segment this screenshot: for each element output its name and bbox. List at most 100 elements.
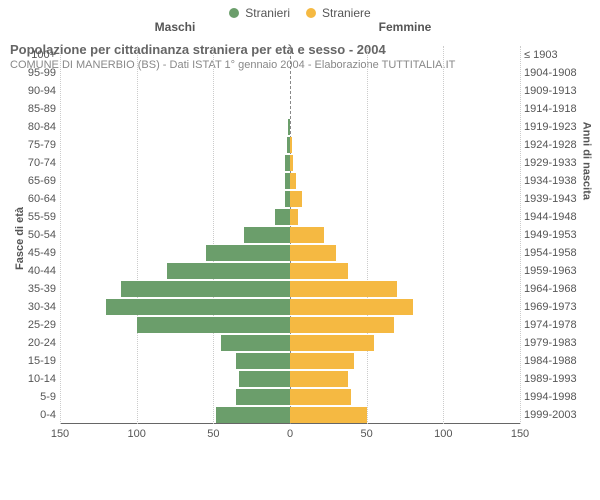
y-label-birth: 1929-1933 (524, 158, 577, 169)
bar-female (290, 335, 374, 351)
pyramid-row (60, 298, 520, 316)
x-tick: 50 (361, 428, 373, 440)
y-label-birth: 1904-1908 (524, 68, 577, 79)
bar-female (290, 245, 336, 261)
x-ticks: 05050100100150150 (0, 428, 600, 444)
y-label-age: 15-19 (28, 356, 56, 367)
bar-female (290, 209, 298, 225)
y-label-birth: 1984-1988 (524, 356, 577, 367)
y-label-birth: 1954-1958 (524, 248, 577, 259)
y-label-birth: 1989-1993 (524, 374, 577, 385)
pyramid-row (60, 370, 520, 388)
bar-male (137, 317, 290, 333)
y-label-age: 5-9 (40, 392, 56, 403)
pyramid-row (60, 352, 520, 370)
pyramid-row (60, 226, 520, 244)
bar-female (290, 371, 348, 387)
y-label-birth: ≤ 1903 (524, 50, 558, 61)
bar-female (290, 407, 367, 423)
y-label-birth: 1909-1913 (524, 86, 577, 97)
y-label-age: 85-89 (28, 104, 56, 115)
pyramid-row (60, 244, 520, 262)
legend-item-male: Stranieri (229, 6, 290, 20)
bar-female (290, 263, 348, 279)
y-label-age: 95-99 (28, 68, 56, 79)
population-pyramid-chart: Stranieri Straniere Maschi Femmine Fasce… (0, 0, 600, 500)
y-label-birth: 1994-1998 (524, 392, 577, 403)
y-label-age: 0-4 (40, 410, 56, 421)
legend: Stranieri Straniere (0, 0, 600, 20)
pyramid-row (60, 280, 520, 298)
bar-female (290, 317, 394, 333)
y-label-birth: 1924-1928 (524, 140, 577, 151)
y-label-age: 55-59 (28, 212, 56, 223)
header-female: Femmine (290, 20, 520, 34)
y-label-age: 45-49 (28, 248, 56, 259)
pyramid-row (60, 262, 520, 280)
bar-male (236, 353, 290, 369)
y-label-birth: 1964-1968 (524, 284, 577, 295)
y-label-age: 40-44 (28, 266, 56, 277)
y-label-birth: 1919-1923 (524, 122, 577, 133)
y-label-age: 70-74 (28, 158, 56, 169)
y-axis-title-left: Fasce di età (14, 207, 26, 270)
y-label-age: 20-24 (28, 338, 56, 349)
pyramid-row (60, 316, 520, 334)
bar-male (221, 335, 290, 351)
y-label-birth: 1999-2003 (524, 410, 577, 421)
gridline (520, 46, 521, 424)
legend-item-female: Straniere (306, 6, 371, 20)
y-label-birth: 1944-1948 (524, 212, 577, 223)
y-label-birth: 1959-1963 (524, 266, 577, 277)
y-label-age: 100+ (31, 50, 56, 61)
x-tick: 0 (287, 428, 293, 440)
y-label-birth: 1969-1973 (524, 302, 577, 313)
pyramid-row (60, 208, 520, 226)
legend-label-male: Stranieri (245, 6, 290, 20)
pyramid-row (60, 388, 520, 406)
legend-label-female: Straniere (322, 6, 371, 20)
y-label-birth: 1939-1943 (524, 194, 577, 205)
pyramid-row (60, 334, 520, 352)
y-label-age: 10-14 (28, 374, 56, 385)
pyramid-row (60, 46, 520, 64)
y-label-age: 75-79 (28, 140, 56, 151)
pyramid-row (60, 154, 520, 172)
x-tick: 150 (511, 428, 529, 440)
y-label-birth: 1979-1983 (524, 338, 577, 349)
x-tick: 50 (207, 428, 219, 440)
y-label-age: 80-84 (28, 122, 56, 133)
y-label-age: 25-29 (28, 320, 56, 331)
bar-female (290, 227, 324, 243)
bar-male (275, 209, 290, 225)
legend-swatch-female (306, 8, 316, 18)
pyramid-row (60, 118, 520, 136)
pyramid-row (60, 190, 520, 208)
bar-male (236, 389, 290, 405)
y-label-birth: 1949-1953 (524, 230, 577, 241)
bar-male (288, 119, 290, 135)
y-label-age: 35-39 (28, 284, 56, 295)
y-label-age: 65-69 (28, 176, 56, 187)
y-label-age: 30-34 (28, 302, 56, 313)
bar-female (290, 155, 293, 171)
bar-male (106, 299, 290, 315)
y-axis-title-right: Anni di nascita (580, 122, 592, 200)
x-tick: 100 (127, 428, 145, 440)
y-label-birth: 1914-1918 (524, 104, 577, 115)
header-male: Maschi (60, 20, 290, 34)
bar-female (290, 281, 397, 297)
bar-male (216, 407, 290, 423)
legend-swatch-male (229, 8, 239, 18)
bar-male (239, 371, 290, 387)
bar-female (290, 137, 292, 153)
bar-male (167, 263, 290, 279)
x-tick: 150 (51, 428, 69, 440)
pyramid-row (60, 136, 520, 154)
bar-female (290, 299, 413, 315)
bar-male (206, 245, 290, 261)
y-label-age: 60-64 (28, 194, 56, 205)
bar-female (290, 389, 351, 405)
y-label-birth: 1974-1978 (524, 320, 577, 331)
plot-area (60, 46, 520, 424)
